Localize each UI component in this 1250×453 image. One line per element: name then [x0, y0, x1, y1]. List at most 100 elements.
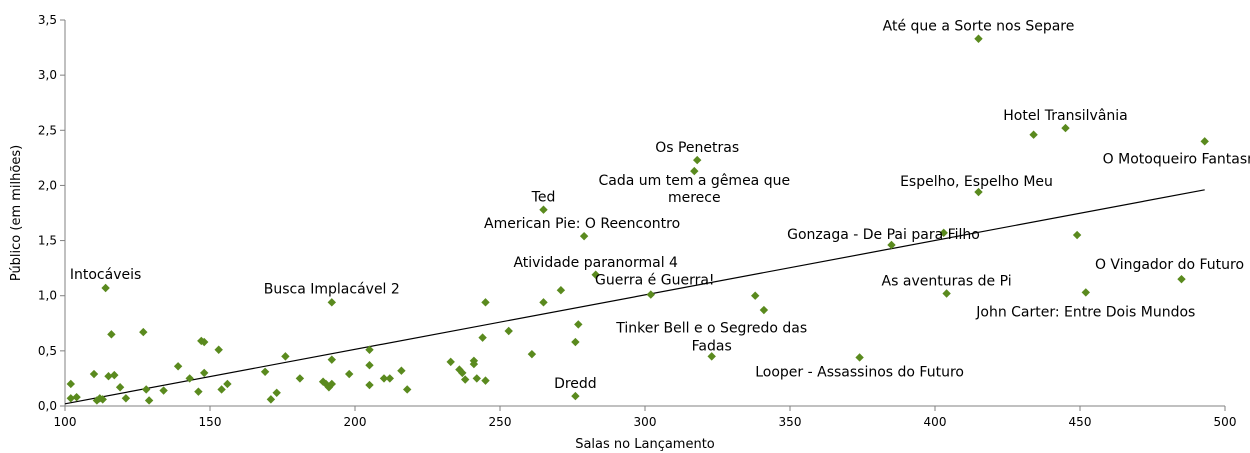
x-tick-label: 150 [199, 415, 222, 429]
point-label: Gonzaga - De Pai para Filho [787, 227, 980, 243]
x-tick-label: 100 [54, 415, 77, 429]
data-point [260, 367, 270, 377]
data-point [101, 283, 110, 293]
data-point [707, 352, 716, 361]
data-point [539, 298, 548, 307]
data-point [472, 374, 481, 383]
data-point [571, 391, 580, 401]
point-labels-group: Até que a Sorte nos Separe Hotel Transilv… [70, 19, 1250, 392]
data-point [142, 385, 151, 394]
data-point [66, 379, 75, 389]
data-point [855, 353, 864, 362]
data-point [397, 366, 406, 375]
data-point [266, 395, 276, 404]
data-point [1061, 123, 1070, 133]
data-point [458, 368, 467, 378]
data-point [327, 355, 336, 364]
data-point [1177, 274, 1186, 284]
data-point [173, 362, 183, 371]
data-point [591, 270, 600, 279]
data-point [107, 330, 116, 339]
y-axis-title: Público (em milhões) [9, 145, 24, 281]
data-point [693, 155, 702, 165]
data-point [481, 376, 490, 385]
y-tick-label: 1,0 [38, 289, 57, 303]
data-point [66, 394, 75, 403]
data-point [1072, 230, 1082, 240]
point-label: Looper - Assassinos do Futuro [755, 364, 964, 380]
data-point [327, 379, 336, 389]
data-point [115, 383, 125, 392]
data-point [571, 337, 580, 347]
points-group [66, 34, 1209, 405]
data-point [887, 240, 896, 250]
y-tick-label: 3,0 [38, 68, 57, 82]
data-point [121, 394, 131, 403]
data-point [939, 228, 948, 238]
data-point [1200, 137, 1209, 146]
x-tick-label: 200 [344, 415, 367, 429]
x-axis-title: Salas no Lançamento [575, 437, 715, 452]
point-label: O Motoqueiro Fantasma 2 [1103, 151, 1250, 167]
data-point [89, 369, 99, 379]
point-label: Tinker Bell e o Segredo das Fadas [615, 320, 807, 354]
data-point [379, 374, 389, 383]
data-point [159, 386, 168, 395]
point-label: Intocáveis [70, 267, 141, 283]
data-point [72, 392, 81, 402]
data-point [110, 370, 119, 380]
data-point [345, 369, 354, 379]
data-point [365, 345, 374, 354]
data-point [974, 187, 983, 197]
data-point [751, 291, 760, 300]
data-point [446, 357, 455, 367]
point-label: John Carter: Entre Dois Mundos [975, 304, 1195, 320]
data-point [527, 349, 537, 359]
data-point [504, 326, 513, 336]
x-tick-label: 450 [1069, 415, 1092, 429]
data-point [539, 205, 548, 214]
y-tick-label: 0,5 [38, 344, 57, 358]
data-point [144, 396, 154, 405]
data-point [139, 327, 148, 337]
data-point [217, 385, 226, 394]
data-point [200, 337, 209, 347]
point-label: Dredd [554, 376, 597, 392]
point-label: Ted [531, 190, 556, 206]
point-label: Os Penetras [655, 140, 739, 156]
point-label: Hotel Transilvânia [1003, 108, 1128, 124]
data-point [223, 379, 232, 389]
point-label: American Pie: O Reencontro [484, 216, 680, 232]
trendline-group [64, 189, 1205, 405]
point-label: Atividade paranormal 4 [513, 255, 678, 271]
x-tick-label: 350 [779, 415, 802, 429]
y-tick-label: 3,5 [38, 13, 57, 27]
trendline [64, 189, 1205, 405]
point-label: As aventuras de Pi [882, 274, 1012, 290]
y-tick-label: 0,0 [38, 399, 57, 413]
data-point [556, 286, 566, 295]
ticks-group: 0,0 0,5 1,0 1,5 2,0 2,5 3,0 3,5 100 150 200 250 300 3… [38, 13, 1237, 429]
point-label: Busca Implacável 2 [264, 281, 400, 297]
data-point [365, 360, 374, 370]
x-tick-label: 250 [489, 415, 512, 429]
y-tick-label: 2,0 [38, 178, 57, 192]
data-point [469, 359, 479, 369]
data-point [104, 372, 113, 381]
data-point [295, 374, 305, 383]
x-tick-label: 500 [1214, 415, 1237, 429]
data-point [365, 380, 374, 390]
data-point [327, 298, 336, 307]
data-point [1081, 288, 1090, 297]
point-label: O Vingador do Futuro [1095, 257, 1244, 273]
axes-group [64, 20, 1225, 407]
point-label: Guerra é Guerra! [595, 273, 715, 289]
data-point [185, 374, 194, 383]
data-point [461, 375, 470, 384]
data-point [281, 352, 290, 361]
x-tick-label: 400 [924, 415, 947, 429]
data-point [478, 333, 487, 342]
data-point [579, 231, 589, 241]
data-point [1029, 130, 1038, 139]
